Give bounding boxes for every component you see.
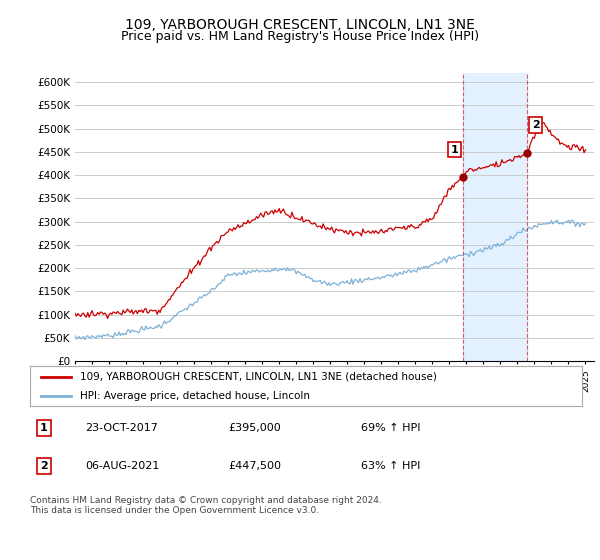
Text: HPI: Average price, detached house, Lincoln: HPI: Average price, detached house, Linc… — [80, 391, 310, 401]
Text: 69% ↑ HPI: 69% ↑ HPI — [361, 423, 421, 433]
Text: 63% ↑ HPI: 63% ↑ HPI — [361, 461, 421, 471]
Text: 2: 2 — [532, 120, 539, 130]
Text: 23-OCT-2017: 23-OCT-2017 — [85, 423, 158, 433]
Bar — [463, 73, 527, 361]
Text: 109, YARBOROUGH CRESCENT, LINCOLN, LN1 3NE (detached house): 109, YARBOROUGH CRESCENT, LINCOLN, LN1 3… — [80, 372, 437, 381]
Text: 1: 1 — [40, 423, 47, 433]
Text: Contains HM Land Registry data © Crown copyright and database right 2024.
This d: Contains HM Land Registry data © Crown c… — [30, 496, 382, 515]
Text: 109, YARBOROUGH CRESCENT, LINCOLN, LN1 3NE: 109, YARBOROUGH CRESCENT, LINCOLN, LN1 3… — [125, 18, 475, 32]
Text: 2: 2 — [40, 461, 47, 471]
Text: 06-AUG-2021: 06-AUG-2021 — [85, 461, 160, 471]
Text: 1: 1 — [451, 144, 458, 155]
Text: Price paid vs. HM Land Registry's House Price Index (HPI): Price paid vs. HM Land Registry's House … — [121, 30, 479, 43]
Text: £447,500: £447,500 — [229, 461, 282, 471]
Text: £395,000: £395,000 — [229, 423, 281, 433]
